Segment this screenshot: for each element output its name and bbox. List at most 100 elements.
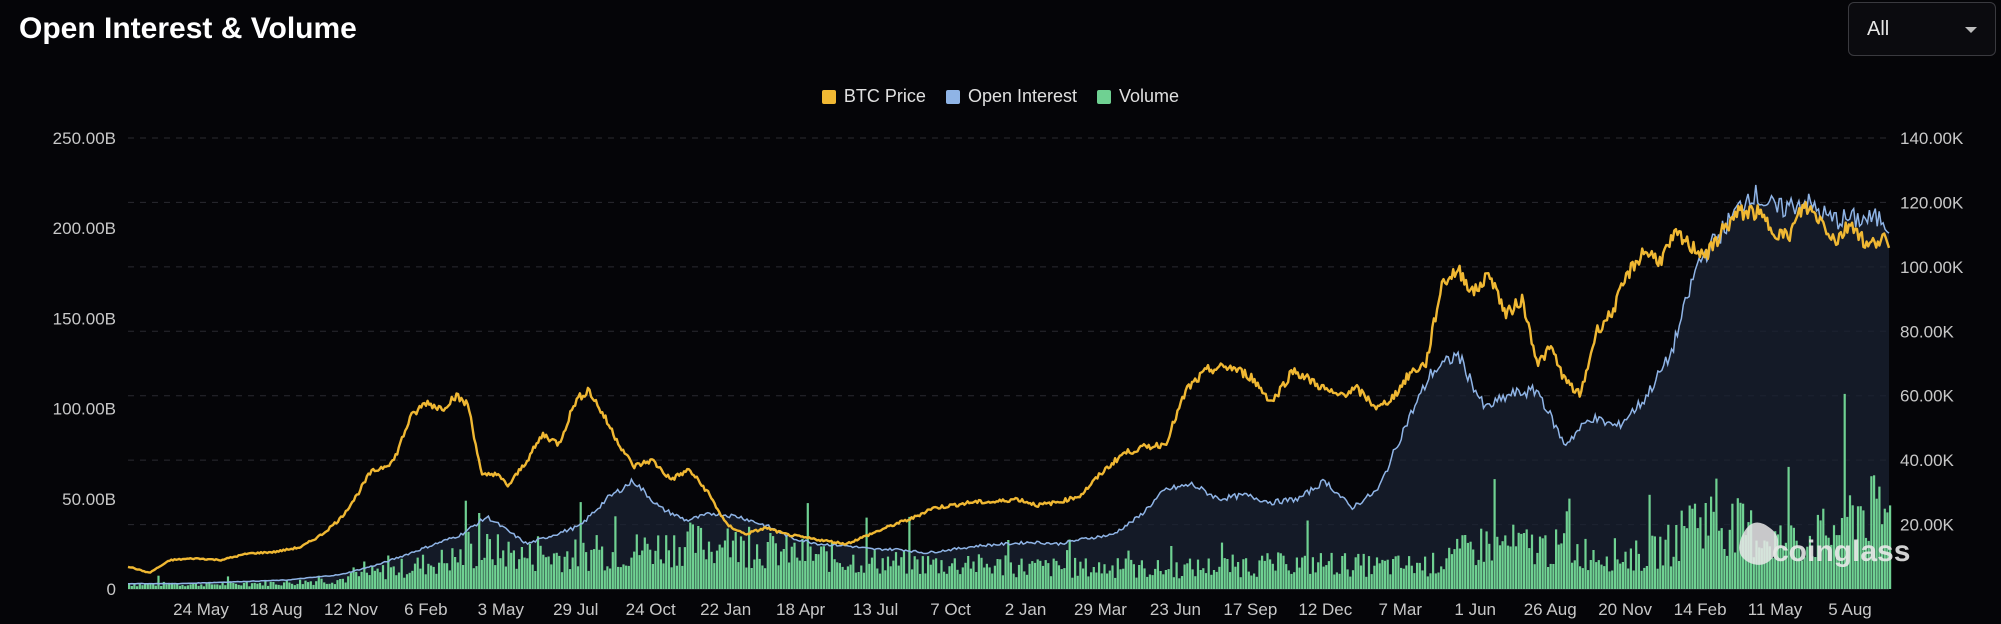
volume-bar bbox=[1394, 556, 1397, 589]
volume-bar bbox=[1672, 556, 1675, 589]
volume-bar bbox=[769, 533, 772, 589]
volume-bar bbox=[782, 549, 785, 589]
volume-bar bbox=[745, 567, 748, 589]
legend-item-1[interactable]: Open Interest bbox=[945, 86, 1077, 107]
volume-bar bbox=[1140, 560, 1143, 589]
volume-bar bbox=[285, 580, 288, 589]
volume-bar bbox=[1367, 556, 1371, 589]
volume-bar bbox=[1108, 570, 1111, 589]
volume-bar bbox=[678, 547, 681, 589]
volume-bar bbox=[932, 559, 935, 589]
volume-bar bbox=[411, 570, 414, 589]
volume-bar bbox=[937, 573, 940, 589]
volume-bar bbox=[812, 560, 815, 589]
volume-bar bbox=[983, 567, 986, 589]
volume-bar bbox=[152, 583, 155, 589]
volume-bar bbox=[430, 565, 433, 589]
volume-bar bbox=[662, 563, 665, 589]
volume-bar bbox=[1434, 573, 1437, 589]
volume-bar bbox=[291, 583, 294, 589]
volume-bar bbox=[854, 572, 857, 589]
volume-bar bbox=[1074, 557, 1077, 589]
volume-bar bbox=[1774, 531, 1777, 589]
volume-bar bbox=[424, 574, 427, 589]
volume-bar bbox=[723, 540, 727, 589]
volume-bar bbox=[534, 571, 537, 589]
volume-bar bbox=[1242, 559, 1245, 589]
volume-bar bbox=[531, 564, 534, 589]
volume-bar bbox=[168, 583, 171, 589]
volume-bar bbox=[512, 550, 515, 589]
volume-bar bbox=[1421, 570, 1424, 589]
volume-bar bbox=[456, 562, 459, 589]
volume-bar bbox=[1589, 560, 1592, 589]
x-axis-tick-label: 29 Jul bbox=[553, 600, 598, 619]
left-axis-tick-label: 250.00B bbox=[53, 129, 116, 148]
volume-bar bbox=[614, 516, 617, 589]
volume-bar bbox=[1808, 535, 1811, 589]
volume-bar bbox=[991, 573, 994, 589]
volume-bar bbox=[1295, 557, 1298, 589]
volume-bar bbox=[312, 584, 315, 589]
volume-bar bbox=[360, 571, 363, 589]
volume-bar bbox=[1659, 536, 1662, 589]
volume-bar bbox=[844, 569, 847, 589]
volume-bar bbox=[1723, 549, 1726, 589]
volume-bar bbox=[619, 567, 622, 589]
volume-bar bbox=[900, 557, 903, 589]
volume-bar bbox=[1119, 569, 1122, 589]
volume-bar bbox=[683, 547, 686, 589]
volume-bar bbox=[1760, 548, 1763, 589]
volume-bar bbox=[363, 561, 366, 589]
x-axis-tick-label: 23 Jun bbox=[1150, 600, 1201, 619]
volume-bar bbox=[956, 569, 959, 589]
volume-bar bbox=[830, 542, 833, 589]
volume-bar bbox=[1688, 505, 1691, 589]
volume-bar bbox=[256, 583, 259, 589]
volume-bar bbox=[1889, 505, 1892, 589]
volume-bar bbox=[136, 586, 139, 589]
volume-bar bbox=[1071, 577, 1074, 589]
volume-bar bbox=[440, 549, 443, 589]
volume-bar bbox=[935, 558, 938, 589]
volume-bar bbox=[307, 582, 310, 589]
volume-bar bbox=[868, 563, 871, 589]
volume-bar bbox=[1124, 558, 1127, 589]
volume-bar bbox=[737, 562, 740, 589]
legend-item-2[interactable]: Volume bbox=[1097, 86, 1179, 107]
volume-bar bbox=[1402, 568, 1405, 589]
volume-bar bbox=[381, 565, 385, 589]
range-select[interactable]: All bbox=[1848, 2, 1996, 56]
volume-bar bbox=[1731, 503, 1734, 589]
volume-bar bbox=[1322, 566, 1325, 589]
volume-bar bbox=[1843, 393, 1846, 589]
volume-bar bbox=[1405, 565, 1408, 589]
volume-bar bbox=[881, 558, 884, 589]
volume-bar bbox=[1878, 486, 1881, 589]
volume-bar bbox=[1325, 565, 1328, 589]
legend-item-0[interactable]: BTC Price bbox=[821, 86, 926, 107]
volume-bar bbox=[1619, 563, 1622, 589]
volume-bar bbox=[675, 565, 678, 589]
volume-bar bbox=[1627, 568, 1630, 589]
volume-bar bbox=[1840, 518, 1844, 589]
right-axis-tick-label: 120.00K bbox=[1900, 193, 1964, 212]
volume-bar bbox=[943, 571, 946, 589]
volume-bar bbox=[1613, 538, 1616, 589]
volume-bar bbox=[961, 567, 964, 589]
volume-bar bbox=[1116, 558, 1119, 589]
x-axis-tick-label: 18 Apr bbox=[776, 600, 825, 619]
volume-bar bbox=[1202, 568, 1205, 589]
volume-bar bbox=[1253, 573, 1256, 589]
volume-bar bbox=[857, 572, 860, 589]
volume-bar bbox=[1680, 510, 1683, 589]
volume-bar bbox=[1135, 577, 1138, 589]
legend-label: BTC Price bbox=[843, 86, 926, 106]
volume-bar bbox=[160, 586, 163, 589]
volume-bar bbox=[1766, 541, 1769, 589]
volume-bar bbox=[1306, 520, 1309, 589]
volume-bar bbox=[1445, 558, 1448, 589]
volume-bar bbox=[969, 568, 972, 589]
volume-bar bbox=[1327, 561, 1330, 589]
volume-bar bbox=[1159, 571, 1162, 589]
